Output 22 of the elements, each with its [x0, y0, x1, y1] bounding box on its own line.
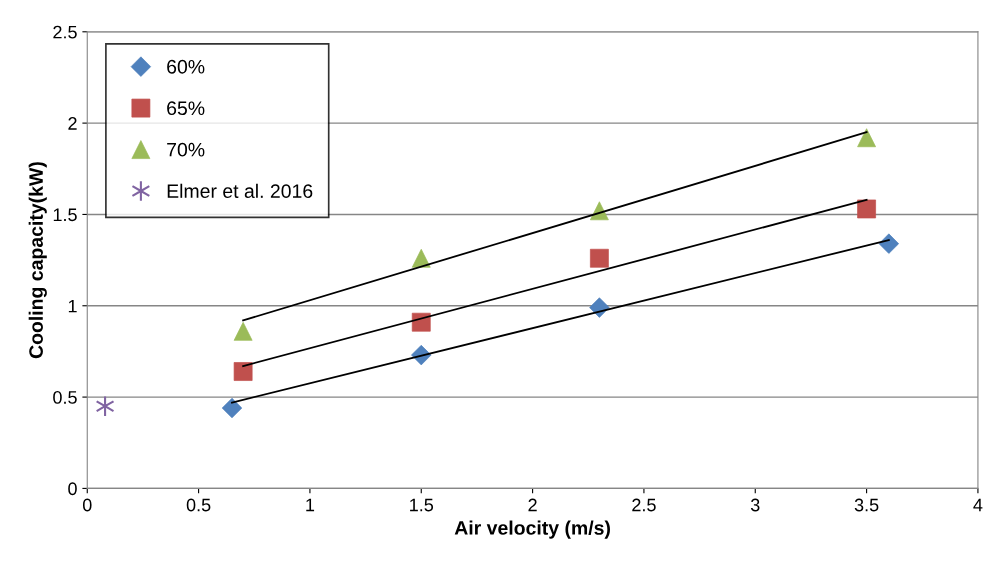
x-tick-label: 0.5: [186, 498, 211, 512]
legend-label: Elmer et al. 2016: [167, 183, 313, 199]
x-tick-label: 3: [750, 498, 760, 512]
y-tick-label: 0: [68, 482, 77, 496]
y-tick-label: 0.5: [53, 391, 77, 404]
point: [95, 395, 115, 417]
x-tick-label: 2: [528, 498, 537, 512]
y-tick-label: 1.5: [53, 208, 77, 222]
x-tick-label: 1.5: [410, 498, 434, 512]
x-tick-label: 3.5: [854, 498, 879, 512]
y-tick-label: 1: [68, 299, 77, 313]
y-axis-title: Cooling capacity(kW): [28, 162, 47, 359]
x-tick-label: 1: [306, 498, 315, 512]
y-tick-label: 2.5: [53, 25, 77, 39]
y-tick-label: 2: [68, 117, 77, 130]
x-tick-label: 0: [82, 498, 92, 512]
legend-label: 65%: [167, 101, 205, 116]
x-axis-title: Air velocity (m/s): [454, 520, 610, 539]
x-tick-label: 4: [973, 498, 983, 512]
legend-label: 70%: [167, 142, 205, 157]
legend-label: 60%: [167, 59, 205, 74]
x-tick-label: 2.5: [632, 498, 656, 512]
